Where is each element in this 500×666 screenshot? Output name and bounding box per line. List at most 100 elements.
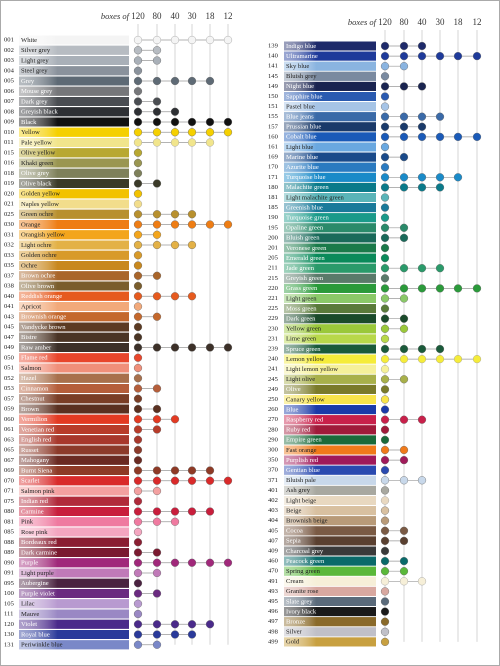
color-name: White (21, 37, 37, 44)
swatch-sheen (19, 517, 129, 527)
box-dot (152, 117, 162, 127)
box-dot (152, 589, 162, 598)
swatch-sheen (284, 354, 376, 364)
swatch-sheen (19, 302, 129, 311)
color-code: 230 (268, 325, 279, 332)
box-dot (380, 173, 390, 182)
box-dot (223, 558, 233, 567)
box-dot (133, 158, 143, 168)
box-dot (133, 46, 143, 55)
color-code: 008 (4, 108, 15, 115)
color-name: Turquoise blue (286, 174, 326, 181)
swatch-sheen (19, 455, 129, 465)
swatch-sheen (284, 112, 376, 122)
swatch-sheen (19, 496, 129, 506)
swatch-sheen (19, 640, 129, 650)
box-dot (170, 107, 180, 116)
box-dot (133, 76, 143, 86)
swatch-sheen (284, 162, 376, 172)
color-code: 031 (4, 231, 14, 238)
box-dot (380, 72, 390, 81)
box-dot (417, 264, 427, 273)
box-dot (152, 568, 162, 578)
swatch-sheen (284, 172, 376, 182)
box-dot (399, 456, 409, 465)
color-code: 040 (4, 293, 15, 300)
color-code: 139 (268, 43, 279, 50)
swatch-sheen (19, 630, 129, 639)
box-dot (380, 102, 390, 111)
color-code: 053 (4, 385, 15, 392)
color-code: 270 (268, 416, 279, 423)
box-dot (170, 558, 180, 567)
box-dot (152, 507, 162, 516)
swatch-sheen (284, 364, 376, 374)
color-code: 160 (268, 133, 279, 140)
swatch-sheen (19, 220, 129, 229)
box-dot (152, 486, 162, 496)
box-dot (380, 62, 390, 71)
box-dot (152, 179, 162, 188)
swatch-sheen (19, 363, 129, 373)
color-code: 241 (268, 366, 278, 373)
color-code: 405 (268, 527, 279, 534)
swatch-sheen (284, 203, 376, 213)
box-dot (380, 41, 390, 51)
color-name: Ultramarine (286, 53, 318, 60)
color-code: 015 (4, 149, 15, 156)
color-name: Brown ochre (21, 273, 55, 280)
swatch-sheen (19, 148, 129, 158)
box-dot (133, 189, 143, 198)
swatch-sheen (19, 414, 129, 424)
color-name: Lime green (286, 336, 317, 343)
box-dot (399, 445, 409, 455)
color-code: 470 (268, 568, 279, 575)
box-dot (152, 548, 162, 557)
color-code: 220 (268, 285, 279, 292)
swatch-sheen (284, 61, 376, 71)
box-dot (399, 536, 409, 546)
box-dot (133, 620, 143, 629)
color-name: Naples yellow (21, 201, 59, 208)
box-dot (205, 117, 215, 127)
color-code: 060 (4, 416, 15, 423)
box-dot (152, 46, 162, 55)
box-dot (152, 240, 162, 250)
swatch-sheen (284, 405, 376, 415)
color-code: 149 (268, 83, 279, 90)
box-dot (380, 284, 390, 293)
color-code: 190 (268, 214, 279, 221)
color-name: Spruce green (286, 346, 321, 353)
swatch-sheen (284, 425, 376, 435)
box-dot (170, 517, 180, 526)
color-name: Russet (21, 447, 39, 454)
box-dot (170, 620, 180, 629)
color-name: Cinnamon (21, 385, 49, 392)
box-dot (380, 385, 390, 394)
color-code: 088 (4, 539, 15, 546)
color-name: Fast orange (286, 447, 317, 454)
color-name: Olive brown (21, 283, 55, 290)
color-code: 035 (4, 262, 15, 269)
color-code: 030 (4, 221, 15, 228)
swatch-sheen (19, 373, 129, 383)
color-code: 229 (268, 315, 279, 322)
color-name: Greyish green (286, 275, 324, 282)
box-dot (399, 375, 409, 384)
box-dot (152, 620, 162, 629)
swatch-sheen (19, 261, 129, 270)
box-size: 12 (473, 17, 482, 27)
box-dot (133, 281, 143, 291)
box-dot (205, 76, 215, 86)
color-name: Green ochre (21, 211, 53, 218)
box-dot (380, 415, 390, 424)
box-dot (399, 223, 409, 232)
box-dot (205, 507, 215, 516)
box-dot (399, 567, 409, 576)
box-dot (170, 35, 180, 45)
box-dot (133, 599, 143, 608)
color-code: 145 (268, 73, 279, 80)
box-dot (399, 132, 409, 142)
swatch-sheen (284, 415, 376, 425)
swatch-sheen (19, 250, 129, 260)
